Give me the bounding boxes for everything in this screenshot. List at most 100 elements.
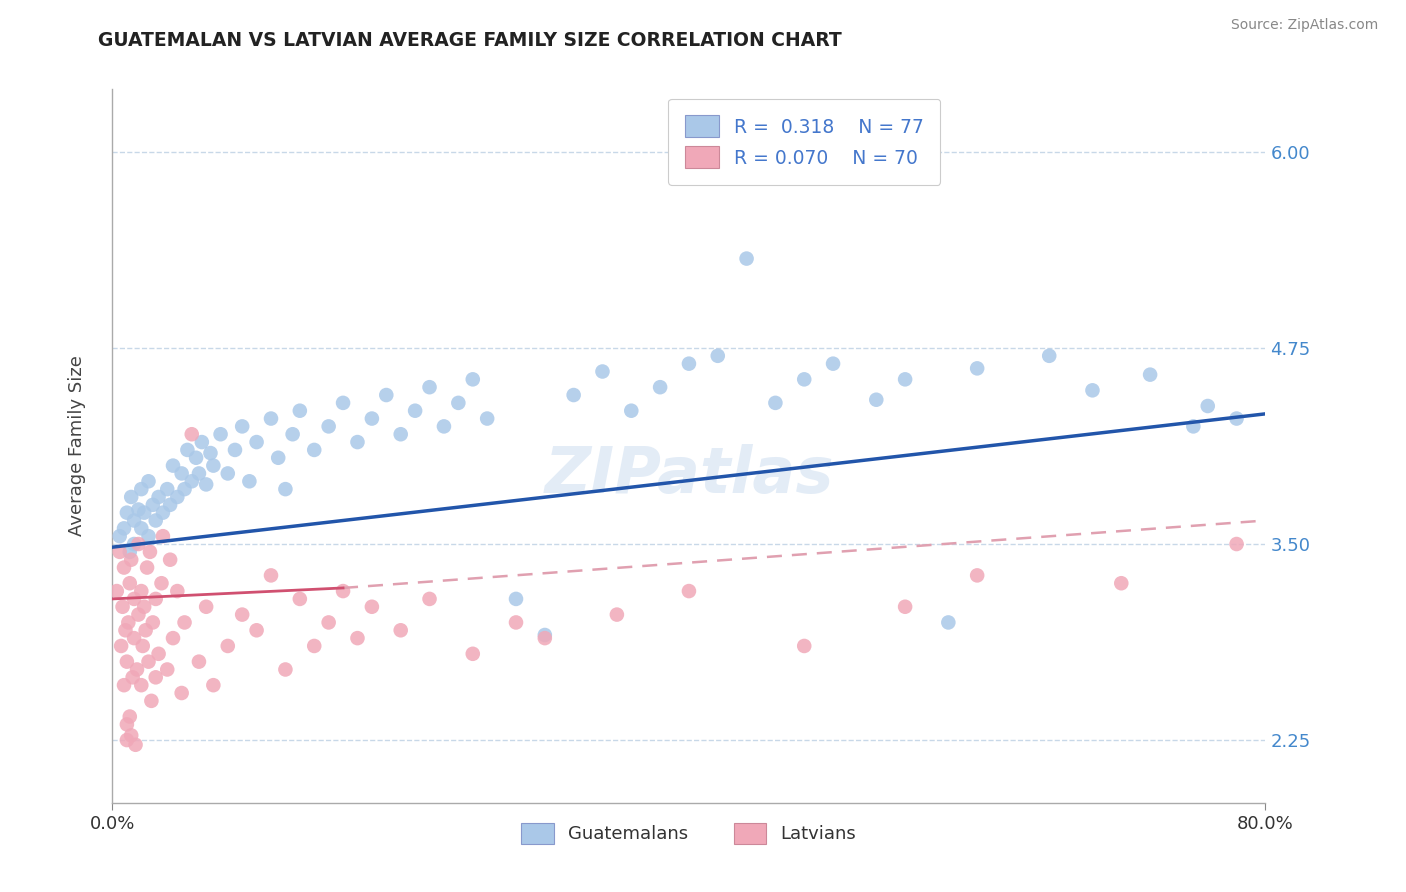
Point [145,591,167,606]
Point [129,584,153,599]
Point [127,502,149,516]
Point [118,576,141,591]
Point [124,738,146,752]
Point [129,482,153,496]
Point [170,467,193,481]
Point [122,631,145,645]
Point [260,568,283,582]
Point [267,450,290,465]
Point [419,380,441,394]
Point [360,599,382,614]
Point [1081,384,1104,398]
Point [152,506,174,520]
Point [224,442,246,457]
Point [200,446,222,460]
Point [145,670,167,684]
Point [159,498,181,512]
Point [162,458,184,473]
Point [122,514,145,528]
Point [318,419,340,434]
Point [765,396,787,410]
Point [120,490,142,504]
Point [170,686,193,700]
Point [966,568,988,582]
Point [1038,349,1060,363]
Point [176,442,198,457]
Point [195,599,218,614]
Point [260,411,283,425]
Point [505,615,527,630]
Point [138,655,160,669]
Point [246,624,269,638]
Point [115,733,138,747]
Point [678,584,700,599]
Point [118,709,141,723]
Point [419,591,441,606]
Text: Average Family Size: Average Family Size [69,356,86,536]
Point [461,647,484,661]
Point [115,506,138,520]
Point [447,396,470,410]
Legend: Guatemalans, Latvians: Guatemalans, Latvians [508,808,870,858]
Point [188,655,211,669]
Point [475,411,499,425]
Point [115,717,138,731]
Point [288,591,311,606]
Point [132,639,155,653]
Point [304,442,326,457]
Point [127,607,149,622]
Point [110,639,132,653]
Point [112,678,135,692]
Point [966,361,988,376]
Point [562,388,585,402]
Text: Source: ZipAtlas.com: Source: ZipAtlas.com [1230,18,1378,32]
Point [894,599,917,614]
Point [346,631,368,645]
Point [191,435,214,450]
Point [142,615,165,630]
Point [156,663,179,677]
Point [707,349,730,363]
Point [1197,399,1219,413]
Point [534,628,557,642]
Point [180,475,202,489]
Point [180,427,202,442]
Point [129,678,153,692]
Point [134,599,156,614]
Point [129,521,153,535]
Point [127,537,149,551]
Point [162,631,184,645]
Point [141,694,163,708]
Point [138,529,160,543]
Point [105,584,128,599]
Point [793,372,815,386]
Point [821,357,844,371]
Point [156,482,179,496]
Point [304,639,326,653]
Point [114,624,136,638]
Point [120,552,142,566]
Point [135,624,157,638]
Point [115,655,138,669]
Point [122,537,145,551]
Point [375,388,398,402]
Point [139,545,162,559]
Text: ZIPatlas: ZIPatlas [544,443,834,506]
Text: GUATEMALAN VS LATVIAN AVERAGE FAMILY SIZE CORRELATION CHART: GUATEMALAN VS LATVIAN AVERAGE FAMILY SIZ… [98,31,842,50]
Point [606,607,628,622]
Point [735,252,758,266]
Point [281,427,304,442]
Point [184,450,207,465]
Point [332,584,354,599]
Point [461,372,484,386]
Point [592,364,614,378]
Point [793,639,815,653]
Point [159,552,181,566]
Point [108,529,131,543]
Point [202,678,225,692]
Point [117,615,139,630]
Point [1226,411,1249,425]
Point [217,467,239,481]
Point [202,458,225,473]
Point [936,615,959,630]
